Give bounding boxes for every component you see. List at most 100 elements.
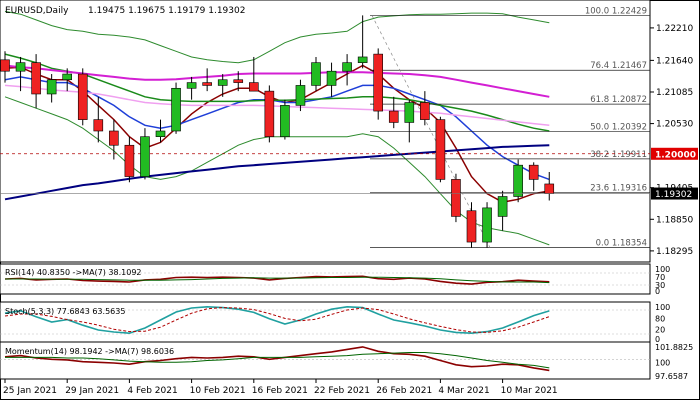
candle-body xyxy=(311,62,321,86)
current-price-tag xyxy=(651,187,698,200)
rsi-panel: RSI(14) 40.8350 ->MA(7) 38.1092 xyxy=(0,263,651,295)
fibonacci-level-label: 61.8 1.20872 xyxy=(590,95,647,105)
indicator-tick-label: 101.8825 xyxy=(655,343,693,352)
time-tick-label: 29 Jan 2021 xyxy=(65,386,119,396)
indicator-tick-label: 0 xyxy=(655,287,660,296)
time-tick-label: 4 Mar 2021 xyxy=(438,386,489,396)
candle-body xyxy=(77,73,88,120)
indicator-line xyxy=(4,346,550,372)
price-tick-label: 1.18295 xyxy=(656,247,693,257)
candle-body xyxy=(217,79,228,86)
time-axis[interactable]: 25 Jan 2021 29 Jan 2021 4 Feb 2021 10 Feb 2… xyxy=(3,379,558,396)
fibonacci-level-label: 0.0 1.18354 xyxy=(596,239,647,249)
candle-body xyxy=(357,56,368,63)
candle-body xyxy=(171,87,181,132)
candle-body xyxy=(155,130,166,137)
time-tick-label: 10 Feb 2021 xyxy=(190,386,246,396)
rsi-title: RSI(14) 40.8350 ->MA(7) 38.1092 xyxy=(5,268,142,277)
main-price-panel: 100.0 1.22429 76.4 1.21467 61.8 1.20872 50.… xyxy=(0,0,651,263)
moving-average-line xyxy=(4,144,550,201)
momentum-axis: 101.8825 100 97.6587 xyxy=(655,343,693,381)
fibonacci-level-label: 100.0 1.22429 xyxy=(585,6,647,16)
fibonacci-level-label: 38.2 1.19911 xyxy=(590,150,647,160)
stoch-title: Stoch(5,3,3) 77.6843 63.5635 xyxy=(5,307,125,316)
candle-body xyxy=(497,196,508,217)
candle-body xyxy=(295,85,306,106)
moving-average-line xyxy=(4,64,550,98)
candle-body xyxy=(373,53,384,112)
indicator-line xyxy=(4,275,550,285)
indicator-tick-label: 97.6587 xyxy=(655,372,688,381)
time-tick-label: 26 Feb 2021 xyxy=(376,386,432,396)
candle-body xyxy=(202,82,212,86)
ohlc-readout: 1.19475 1.19675 1.19179 1.19302 xyxy=(88,6,245,16)
price-tick-label: 1.20530 xyxy=(656,120,693,130)
candle-body xyxy=(93,119,104,132)
key-level-label: 1.20000 xyxy=(655,150,696,160)
indicator-line xyxy=(5,352,550,369)
moving-average-line xyxy=(4,76,550,181)
candle-body xyxy=(0,59,10,72)
indicator-line xyxy=(5,276,550,284)
price-axis[interactable]: 1.222101.216401.210851.205301.194051.188… xyxy=(650,24,698,257)
chart-title: EURUSD,Daily xyxy=(5,6,69,16)
fibonacci-trend-line xyxy=(371,15,491,248)
indicator-tick-label: 70 xyxy=(655,273,665,282)
time-tick-label: 25 Jan 2021 xyxy=(3,386,57,396)
key-level-tag xyxy=(651,147,698,160)
candle-body xyxy=(513,164,523,197)
indicator-tick-label: 20 xyxy=(655,326,665,335)
time-tick-label: 10 Mar 2021 xyxy=(501,386,558,396)
indicator-tick-label: 100 xyxy=(655,359,670,368)
fibonacci-level-label: 76.4 1.21467 xyxy=(590,61,647,71)
indicator-tick-label: 100 xyxy=(655,265,670,274)
indicator-tick-label: 30 xyxy=(655,281,665,290)
candle-body xyxy=(280,105,290,137)
price-tick-label: 1.18850 xyxy=(656,215,693,225)
indicator-line xyxy=(4,307,550,333)
price-tick-label: 1.21640 xyxy=(656,56,693,66)
indicator-tick-label: 80 xyxy=(655,314,665,323)
candle-body xyxy=(15,62,26,72)
candle-body xyxy=(186,82,197,89)
fibonacci-level-label: 50.0 1.20392 xyxy=(590,122,647,132)
price-tick-label: 1.21085 xyxy=(656,88,693,98)
candle-body xyxy=(249,82,259,92)
stoch-axis: 100 80 200 xyxy=(655,303,670,344)
candle-body xyxy=(435,119,446,180)
candle-body xyxy=(544,183,555,194)
candle-body xyxy=(46,79,57,95)
time-tick-label: 16 Feb 2021 xyxy=(252,386,308,396)
candle-body xyxy=(466,210,477,243)
moving-average-line xyxy=(4,84,550,127)
candle-body xyxy=(528,164,539,180)
candle-body xyxy=(388,110,399,123)
current-price-label: 1.19302 xyxy=(655,190,692,200)
candle-body xyxy=(31,62,41,95)
candle-body xyxy=(264,90,275,137)
momentum-title: Momentum(14) 98.1942 ->MA(7) 98.6036 xyxy=(5,347,174,356)
candle-body xyxy=(451,179,461,217)
candle-body xyxy=(420,102,430,120)
candle-body xyxy=(124,144,135,177)
fibonacci-level-label: 23.6 1.19316 xyxy=(590,184,647,194)
candle-body xyxy=(109,130,119,146)
candle-body xyxy=(233,79,244,83)
candle-body xyxy=(482,207,492,243)
indicator-tick-label: 0 xyxy=(655,335,660,344)
candle-body xyxy=(326,70,337,86)
indicator-line xyxy=(4,305,550,335)
stoch-panel: Stoch(5,3,3) 77.6843 63.5635 xyxy=(0,301,651,343)
candle-body xyxy=(140,136,150,177)
momentum-panel: Momentum(14) 98.1942 ->MA(7) 98.6036 xyxy=(0,341,651,380)
candle-body xyxy=(404,102,415,123)
time-tick-label: 4 Feb 2021 xyxy=(127,386,177,396)
candle-body xyxy=(342,62,352,72)
moving-average-line xyxy=(4,53,550,132)
bollinger-upper-band xyxy=(4,10,550,64)
time-tick-label: 22 Feb 2021 xyxy=(314,386,370,396)
candle-body xyxy=(62,73,73,81)
price-tick-label: 1.22210 xyxy=(656,24,693,34)
indicator-tick-label: 100 xyxy=(655,303,670,312)
